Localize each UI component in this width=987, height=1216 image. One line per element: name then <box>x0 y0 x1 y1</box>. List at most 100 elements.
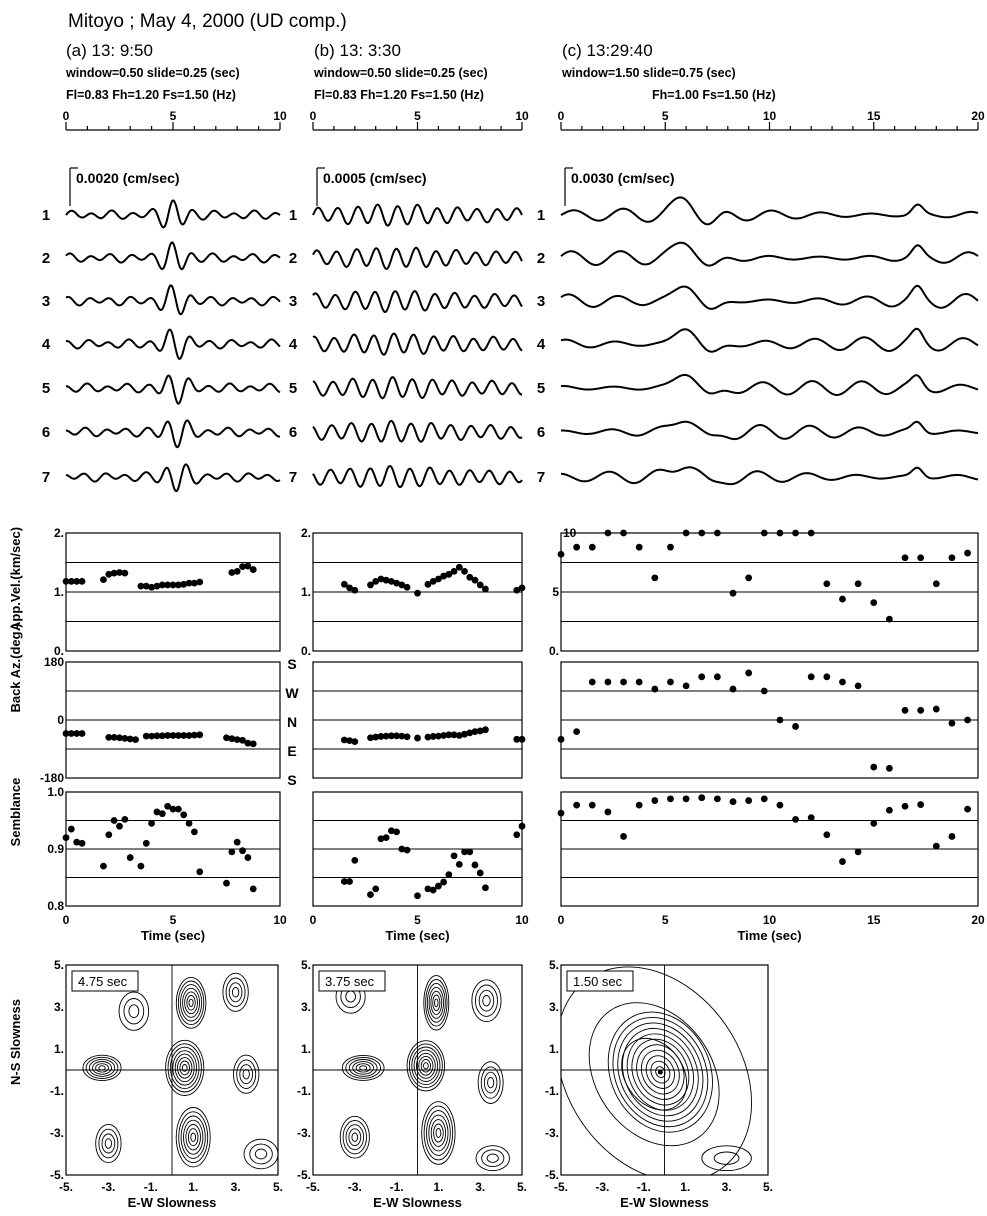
data-point <box>340 580 348 588</box>
map-peak-marker <box>657 1069 663 1075</box>
panel-c-sem-plot <box>557 791 979 907</box>
data-point <box>153 582 161 590</box>
contour-line <box>185 1124 201 1151</box>
direction-label-w: W <box>285 685 299 701</box>
data-point <box>518 584 526 592</box>
contour-line <box>588 1002 720 1147</box>
data-point <box>854 682 862 690</box>
contour-line <box>85 1056 119 1079</box>
snapshot-box <box>566 970 634 992</box>
ew-slowness-tick-label: 1. <box>188 1180 198 1194</box>
waveform-trace <box>561 420 979 441</box>
trace-label: 5 <box>537 380 545 397</box>
contour-line <box>231 987 240 998</box>
data-point <box>142 582 150 590</box>
trace-label: 6 <box>537 424 545 441</box>
direction-label-s-top: S <box>287 656 296 672</box>
data-point <box>964 716 971 724</box>
panel-b-slowness-map: 3.75 sec 5. 3. 1. -1. -3. -5.-5. -3. -1. 1. 3. 5. E-… <box>297 958 527 1210</box>
contour-line <box>345 1057 382 1079</box>
data-point <box>196 868 204 876</box>
data-point <box>435 575 442 583</box>
data-point <box>424 733 432 741</box>
data-point <box>137 862 145 870</box>
data-point <box>964 549 971 557</box>
velocity-tick-label: 10 <box>563 526 577 540</box>
contour-line <box>183 1119 204 1155</box>
data-point <box>476 727 484 735</box>
data-point <box>249 566 257 573</box>
trace-label: 7 <box>289 469 297 486</box>
panel-a-bottom-time-axis: 0 5 10 Time (sec) <box>63 913 287 943</box>
data-point <box>839 595 846 603</box>
contour-line <box>421 1101 456 1165</box>
contour-line <box>82 1054 122 1082</box>
panel-c-params-filter: Fh=1.00 Fs=1.50 (Hz) <box>652 88 776 102</box>
time-axis-tick-label: 10 <box>515 109 529 123</box>
time-axis-tick-label: 10 <box>763 109 777 123</box>
ns-slowness-tick-label: -5. <box>545 1168 559 1182</box>
data-point <box>158 810 166 818</box>
ew-slowness-axis-label: E-W Slowness <box>620 1195 709 1210</box>
contour-line <box>98 1065 106 1071</box>
contour-line <box>98 1128 119 1159</box>
data-point <box>667 795 674 803</box>
data-point <box>932 842 940 850</box>
map-frame <box>312 964 523 1176</box>
data-point <box>461 567 468 575</box>
panel-c-bottom-time-axis: 0 5 10 15 20 Time (sec) <box>558 913 985 943</box>
snapshot-time-label: 3.75 sec <box>325 974 375 989</box>
data-point <box>393 579 400 587</box>
data-point <box>249 885 257 893</box>
panel-b-bottom-time-axis: 0 5 10 Time (sec) <box>310 913 529 943</box>
data-point <box>745 669 753 677</box>
data-point <box>67 577 75 585</box>
contour-line <box>177 980 205 1026</box>
data-point <box>948 833 956 840</box>
data-point <box>948 554 956 562</box>
waveform-trace <box>65 463 281 493</box>
figure-title: Mitoyo ; May 4, 2000 (UD comp.) <box>68 11 347 32</box>
data-point <box>424 885 432 893</box>
data-point <box>870 763 878 771</box>
data-point <box>807 814 815 822</box>
data-point <box>476 869 484 877</box>
data-point <box>132 736 139 744</box>
data-point <box>153 732 161 740</box>
contour-line <box>187 1128 199 1147</box>
data-point <box>174 732 182 739</box>
data-point <box>429 886 437 894</box>
data-point <box>100 576 107 584</box>
data-point <box>233 567 241 575</box>
data-point <box>340 736 348 744</box>
trace-label: 6 <box>289 424 297 441</box>
ew-slowness-tick-label: 5. <box>273 1180 283 1194</box>
amplitude-scale-label: 0.0030 (cm/sec) <box>571 170 675 186</box>
data-point <box>429 577 437 585</box>
ns-slowness-tick-label: 1. <box>549 1042 559 1056</box>
data-point <box>823 580 831 588</box>
contour-line <box>177 1057 193 1079</box>
data-point <box>158 581 166 589</box>
data-point <box>239 847 246 855</box>
ns-slowness-tick-label: 1. <box>54 1042 64 1056</box>
snapshot-box <box>318 970 386 992</box>
contour-group <box>82 972 278 1170</box>
data-point <box>393 828 400 836</box>
back-azimuth-tick-label: 180 <box>44 655 64 669</box>
data-point <box>158 732 166 740</box>
ns-slowness-tick-label: -3. <box>545 1126 559 1140</box>
data-point <box>450 731 458 739</box>
data-point <box>445 731 453 739</box>
waveform-trace <box>312 290 523 313</box>
panel-a-waveforms: 1 2 3 4 5 6 7 <box>42 199 281 493</box>
contour-line <box>233 1054 260 1094</box>
data-point <box>760 795 768 803</box>
data-point <box>372 577 380 585</box>
data-point <box>185 819 193 827</box>
waveform-trace <box>312 203 523 227</box>
data-point <box>148 732 156 740</box>
data-point <box>450 852 458 860</box>
data-point <box>466 573 474 581</box>
back-azimuth-tick-label: 0 <box>57 713 64 727</box>
